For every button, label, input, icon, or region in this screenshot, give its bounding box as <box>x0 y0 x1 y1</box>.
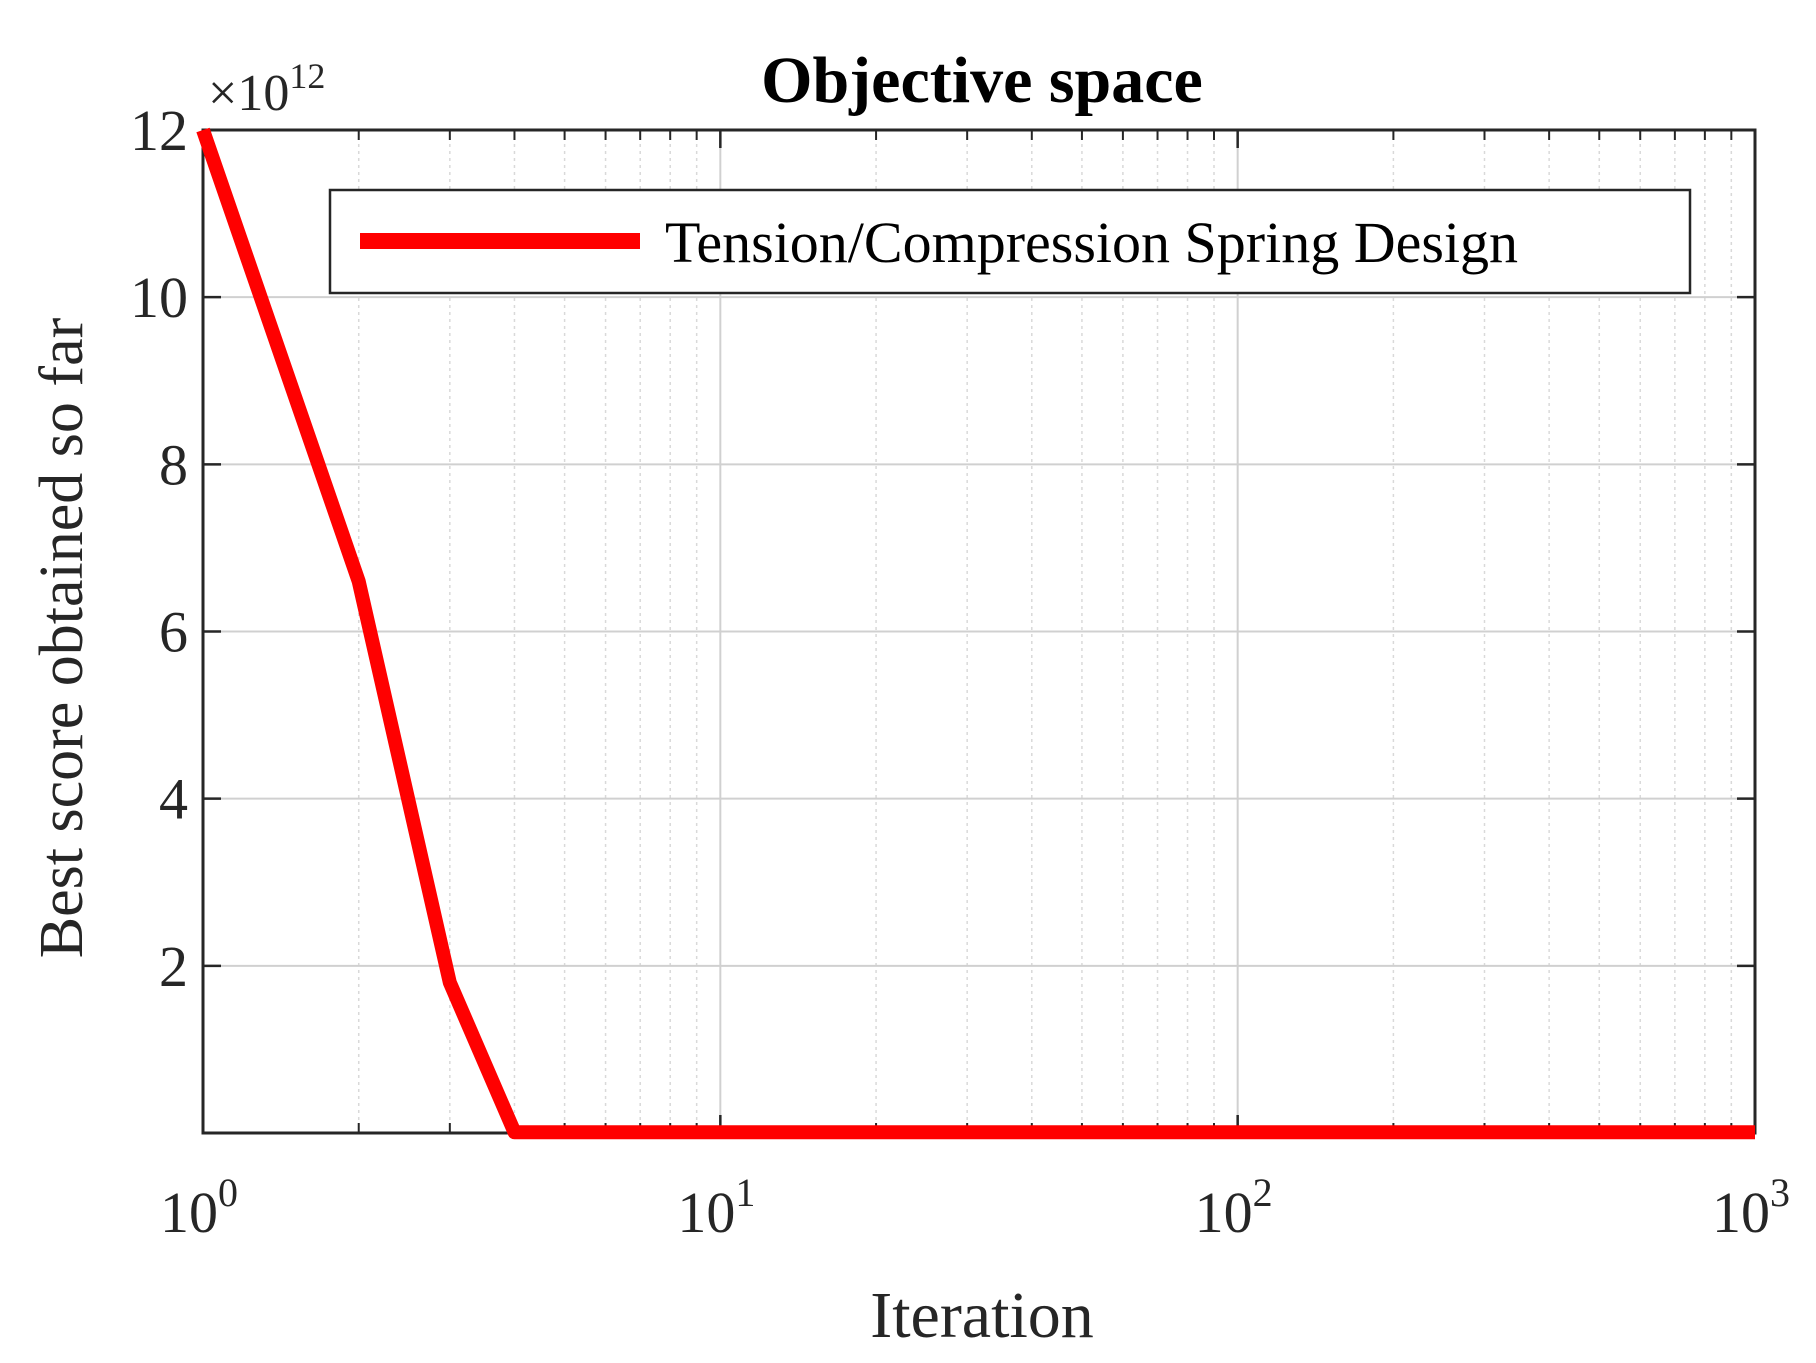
x-tick-label-base: 10 <box>160 1180 218 1245</box>
x-tick-label-power: 2 <box>1253 1170 1273 1215</box>
x-tick-label-base: 10 <box>1195 1180 1253 1245</box>
series-layer <box>196 127 1755 1140</box>
y-tick-label: 10 <box>130 265 188 330</box>
x-tick-label-power: 3 <box>1770 1170 1790 1215</box>
y-tick-label: 8 <box>159 432 188 497</box>
y-axis-exponent-label: ×1012 <box>208 56 325 122</box>
y-tick-label: 12 <box>130 98 188 163</box>
x-tick-label-base: 10 <box>1712 1180 1770 1245</box>
y-tick-label: 6 <box>159 600 188 665</box>
x-tick-label-base: 10 <box>677 1180 735 1245</box>
x-tick-label: 103 <box>1712 1170 1790 1245</box>
legend: Tension/Compression Spring Design <box>328 188 1692 295</box>
x-tick-label: 101 <box>677 1170 755 1245</box>
series-line-tension-compression-spring-design <box>196 127 1755 1140</box>
y-axis-label: Best score obtained so far <box>28 317 96 958</box>
x-tick-label: 102 <box>1195 1170 1273 1245</box>
chart-title: Objective space <box>761 44 1203 117</box>
x-axis-label: Iteration <box>870 1279 1094 1352</box>
legend-label-tension-compression-spring-design: Tension/Compression Spring Design <box>665 210 1518 275</box>
x-tick-label-power: 1 <box>735 1170 755 1215</box>
y-tick-label: 2 <box>159 934 188 999</box>
x-tick-label: 100 <box>160 1170 238 1245</box>
y-axis-exponent-power: 12 <box>289 56 325 96</box>
y-tick-label: 4 <box>159 767 188 832</box>
y-axis-exponent-base: ×10 <box>208 65 289 122</box>
x-tick-label-power: 0 <box>218 1170 238 1215</box>
